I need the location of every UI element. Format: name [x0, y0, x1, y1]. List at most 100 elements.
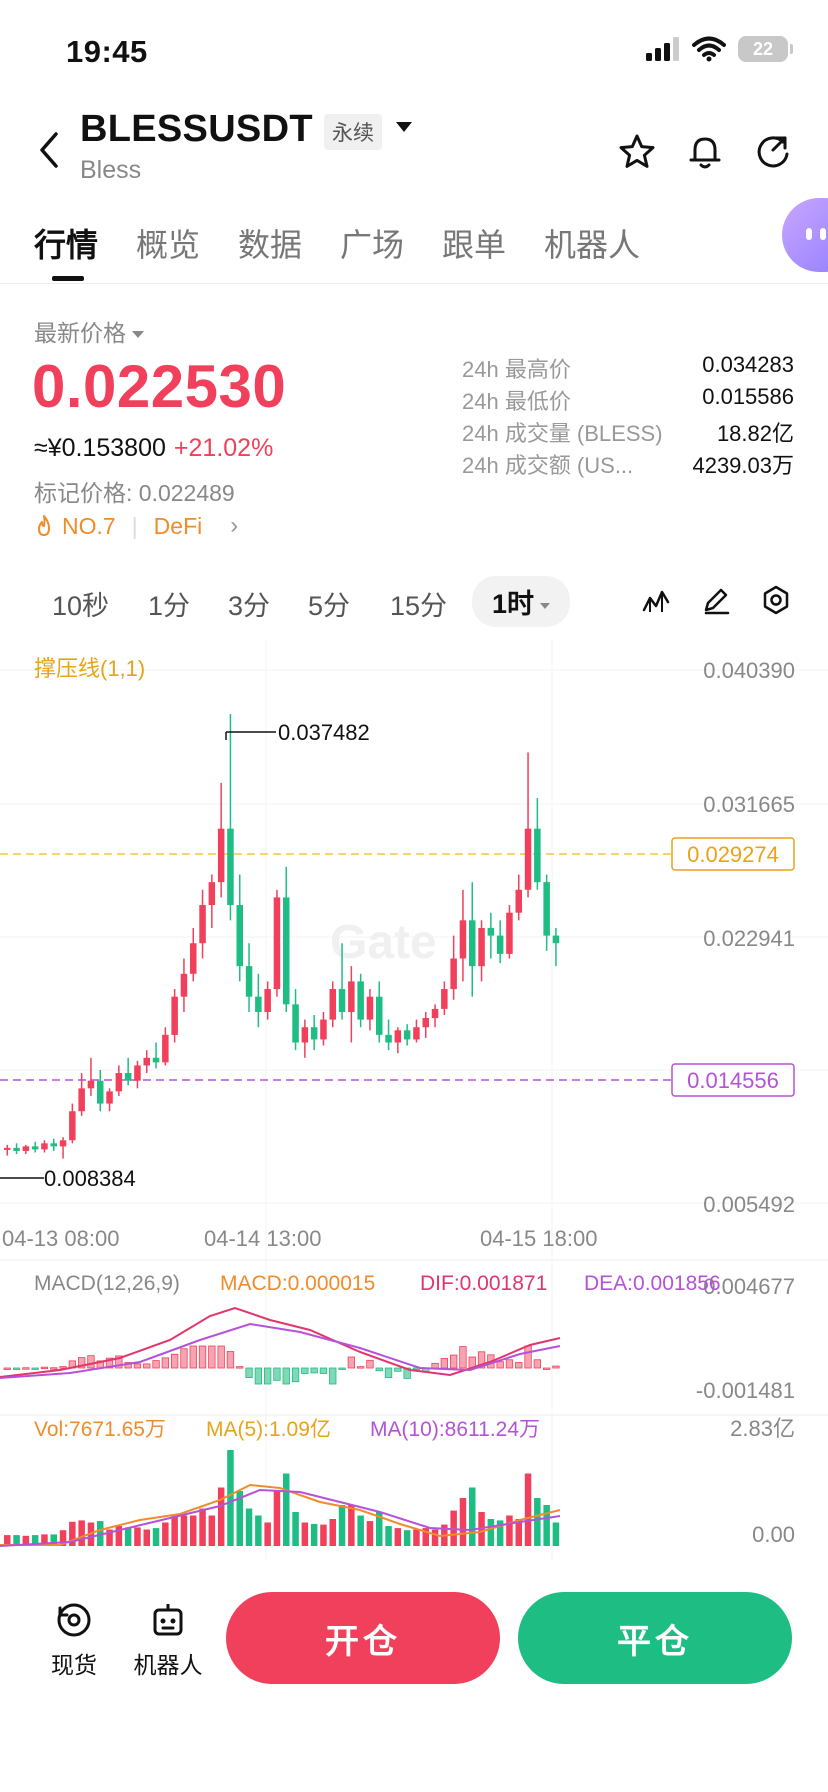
macd-bar	[273, 1367, 281, 1381]
tab-underline	[52, 276, 84, 281]
tab-overview[interactable]: 概览	[136, 227, 201, 263]
volume-bar	[245, 1508, 253, 1546]
interval-selector: 10秒 1分 3分 5分 15分 1时	[0, 576, 828, 627]
candle-body	[478, 927, 485, 967]
volume-bar	[394, 1528, 402, 1546]
symbol-title[interactable]: BLESSUSDT	[80, 108, 313, 150]
stat-row: 24h 最低价 0.015586	[462, 384, 794, 414]
macd-bar	[329, 1367, 337, 1385]
vol-top-label: 2.83亿	[730, 1416, 795, 1441]
tab-data[interactable]: 数据	[238, 227, 303, 263]
candle-body	[50, 1143, 57, 1147]
macd-bar	[59, 1366, 67, 1369]
star-icon[interactable]	[617, 132, 657, 172]
close-position-button[interactable]: 平仓	[518, 1592, 792, 1684]
macd-bar	[505, 1359, 514, 1369]
candle-body	[236, 905, 243, 967]
back-icon[interactable]	[30, 128, 70, 172]
interval-1m[interactable]: 1分	[148, 591, 191, 621]
volume-bar	[124, 1527, 132, 1546]
support-tag	[671, 1063, 795, 1097]
bell-icon[interactable]	[685, 132, 725, 172]
robot-button[interactable]: 机器人	[128, 1600, 208, 1680]
contract-tag: 永续	[324, 114, 382, 150]
stat-row: 24h 成交额 (US... 4239.03万	[462, 453, 794, 478]
stats-panel: 24h 最高价 0.034283 24h 最低价 0.015586 24h 成交量 …	[462, 352, 794, 480]
candle-body	[515, 889, 522, 913]
macd-bar	[3, 1367, 11, 1370]
macd-bar	[319, 1367, 328, 1374]
spot-swap-icon	[57, 1603, 91, 1637]
macd-bar	[440, 1357, 449, 1369]
candle-body	[143, 1057, 150, 1066]
ma5-value: MA(5):1.09亿	[206, 1418, 331, 1441]
share-icon[interactable]	[753, 132, 793, 172]
stat-row: 24h 最高价 0.034283	[462, 352, 794, 382]
candle-body	[190, 943, 197, 974]
dea-value: DEA:0.001856	[584, 1272, 721, 1295]
volume-bar	[78, 1520, 85, 1546]
macd-bar	[291, 1367, 300, 1383]
candle-body	[385, 1034, 392, 1043]
volume-bar	[366, 1521, 374, 1546]
candle-body	[162, 1034, 169, 1063]
interval-5m[interactable]: 5分	[308, 591, 351, 621]
candle-body	[208, 882, 216, 906]
candle-body	[106, 1091, 113, 1104]
macd-bar	[338, 1367, 346, 1370]
macd-top-label: 0.004677	[703, 1274, 795, 1299]
volume-bar	[292, 1512, 299, 1546]
macd-bar	[133, 1363, 142, 1369]
macd-bar	[431, 1362, 439, 1369]
interval-10s[interactable]: 10秒	[52, 591, 110, 621]
interval-1h[interactable]: 1时	[472, 576, 571, 627]
volume-bar	[31, 1535, 39, 1546]
volume-bar	[515, 1519, 522, 1546]
symbol-dropdown-icon[interactable]	[396, 122, 412, 132]
macd-bar	[449, 1354, 458, 1369]
interval-3m[interactable]: 3分	[228, 591, 271, 621]
tab-square[interactable]: 广场	[340, 227, 405, 263]
indicator-label[interactable]: 撑压线(1,1)	[34, 656, 145, 681]
volume-bar	[320, 1524, 327, 1546]
cny-price: ≈¥0.153800	[34, 434, 166, 462]
assistant-bubble-icon[interactable]	[782, 198, 828, 272]
settings-icon[interactable]	[760, 584, 792, 616]
spot-button[interactable]: 现货	[34, 1600, 114, 1680]
volume-bar	[69, 1521, 76, 1546]
indicator-icon[interactable]	[640, 584, 672, 616]
watermark-text: Gate	[330, 916, 437, 969]
volume-bar	[13, 1535, 20, 1546]
volume-bar	[143, 1529, 150, 1546]
status-time: 19:45	[66, 34, 148, 69]
candle-body	[4, 1147, 11, 1150]
volume-bar	[41, 1534, 48, 1546]
kline-chart[interactable]: Gate 撑压线(1,1) 0.040390 0.031665 0.022941…	[0, 640, 828, 1560]
volume-bar	[264, 1522, 271, 1546]
tab-robot[interactable]: 机器人	[544, 227, 641, 263]
macd-bar	[515, 1362, 523, 1369]
candle-body	[357, 981, 364, 1020]
macd-bar	[170, 1353, 179, 1369]
macd-bar	[208, 1345, 216, 1369]
macd-bar	[310, 1367, 318, 1374]
chevron-right-icon: ›	[230, 512, 239, 539]
macd-bar	[40, 1366, 49, 1370]
volume-bar	[552, 1522, 560, 1546]
rank-link[interactable]: NO.7 | DeFi ›	[34, 512, 238, 540]
dif-line	[0, 1306, 561, 1378]
tab-market[interactable]: 行情	[34, 227, 99, 263]
dea-line	[0, 1322, 561, 1379]
high-marker: 0.037482	[278, 720, 370, 745]
volume-bar	[208, 1515, 216, 1546]
macd-bar	[226, 1351, 235, 1369]
tab-copy-trading[interactable]: 跟单	[442, 227, 507, 263]
volume-bar	[171, 1515, 178, 1546]
open-position-button[interactable]: 开仓	[226, 1592, 500, 1684]
candle-body	[41, 1143, 48, 1150]
draw-pen-icon[interactable]	[700, 584, 732, 616]
interval-15m[interactable]: 15分	[390, 591, 448, 621]
volume-bar	[59, 1530, 67, 1546]
x-axis-label: 04-14 13:00	[204, 1226, 321, 1251]
price-type-selector[interactable]: 最新价格	[34, 314, 144, 348]
